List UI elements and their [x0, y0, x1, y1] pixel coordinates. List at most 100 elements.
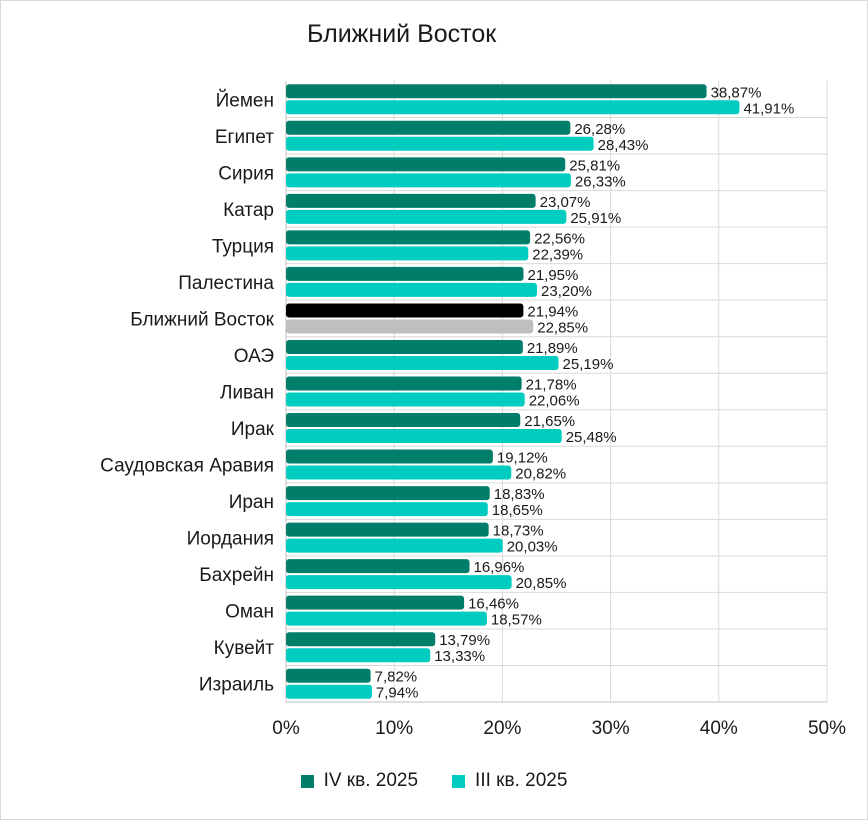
bar-s2-12 — [286, 538, 503, 553]
data-label-s1-7: 21,89% — [527, 340, 578, 357]
category-label-3: Катар — [223, 200, 274, 221]
x-tick-label-0: 0% — [272, 718, 300, 739]
category-label-7: ОАЭ — [234, 346, 274, 367]
category-label-1: Египет — [215, 127, 274, 148]
chart-title: Ближний Восток — [307, 20, 497, 48]
data-label-s1-13: 16,96% — [474, 559, 525, 576]
data-label-s2-10: 20,82% — [515, 466, 566, 483]
x-tick-label-4: 40% — [700, 718, 738, 739]
bar-s1-15 — [286, 632, 436, 647]
data-label-s2-7: 25,19% — [563, 356, 614, 373]
data-label-s2-15: 13,33% — [434, 648, 485, 665]
category-label-11: Иран — [229, 492, 274, 513]
bar-s2-5 — [286, 282, 538, 297]
data-label-s2-9: 25,48% — [566, 429, 617, 446]
data-label-s2-4: 22,39% — [532, 246, 583, 263]
legend-item-series-1[interactable]: IV кв. 2025 — [300, 770, 419, 792]
data-label-s1-0: 38,87% — [711, 84, 762, 101]
category-label-10: Саудовская Аравия — [100, 456, 274, 477]
legend-swatch-series-1 — [300, 774, 314, 788]
bar-s1-7 — [286, 339, 523, 354]
data-label-s1-11: 18,83% — [494, 486, 545, 503]
category-label-4: Турция — [212, 236, 274, 257]
bar-s1-14 — [286, 595, 465, 610]
data-label-s1-1: 26,28% — [574, 121, 625, 138]
data-label-s2-12: 20,03% — [507, 539, 558, 556]
bar-s1-2 — [286, 157, 566, 172]
bar-s2-16 — [286, 684, 372, 699]
bar-s2-10 — [286, 465, 512, 480]
category-label-6: Ближний Восток — [130, 309, 274, 330]
x-tick-label-2: 20% — [483, 718, 521, 739]
bar-s2-9 — [286, 429, 562, 444]
bar-s1-3 — [286, 193, 536, 208]
data-label-s1-4: 22,56% — [534, 230, 585, 247]
bar-s2-15 — [286, 648, 431, 663]
data-label-s1-10: 19,12% — [497, 450, 548, 467]
legend-label-series-1: IV кв. 2025 — [323, 770, 419, 791]
data-label-s2-0: 41,91% — [743, 100, 794, 117]
data-label-s1-5: 21,95% — [527, 267, 578, 284]
bar-s2-8 — [286, 392, 525, 407]
bar-s1-5 — [286, 266, 524, 281]
legend-item-series-2[interactable]: III кв. 2025 — [452, 770, 567, 792]
x-tick-label-1: 10% — [375, 718, 413, 739]
category-label-2: Сирия — [218, 163, 274, 184]
bar-s2-3 — [286, 209, 567, 224]
category-label-12: Иордания — [187, 529, 274, 550]
data-label-s2-11: 18,65% — [492, 502, 543, 519]
bar-s2-13 — [286, 575, 512, 590]
bar-s2-2 — [286, 173, 571, 188]
bar-s1-10 — [286, 449, 493, 464]
bar-s2-4 — [286, 246, 529, 261]
bar-s2-11 — [286, 502, 488, 517]
data-label-s2-14: 18,57% — [491, 612, 542, 629]
bar-s1-6 — [286, 303, 524, 318]
data-label-s2-8: 22,06% — [529, 393, 580, 410]
category-label-15: Кувейт — [214, 638, 275, 659]
data-label-s2-3: 25,91% — [570, 210, 621, 227]
data-label-s1-2: 25,81% — [569, 157, 620, 174]
category-label-13: Бахрейн — [199, 565, 274, 586]
data-label-s2-6: 22,85% — [537, 319, 588, 336]
bar-s2-0 — [286, 100, 740, 115]
bar-s2-1 — [286, 136, 594, 151]
data-label-s2-13: 20,85% — [516, 575, 567, 592]
legend: IV кв. 2025 III кв. 2025 — [0, 770, 868, 792]
bar-s1-11 — [286, 486, 490, 501]
bar-s1-9 — [286, 413, 521, 428]
data-label-s1-14: 16,46% — [468, 596, 519, 613]
data-label-s1-3: 23,07% — [540, 194, 591, 211]
category-label-0: Йемен — [216, 89, 274, 111]
data-label-s1-6: 21,94% — [527, 303, 578, 320]
bar-s1-0 — [286, 84, 707, 99]
data-label-s2-2: 26,33% — [575, 173, 626, 190]
data-label-s1-15: 13,79% — [439, 632, 490, 649]
bar-s1-16 — [286, 668, 371, 683]
bar-s1-1 — [286, 120, 571, 135]
x-tick-label-3: 30% — [592, 718, 630, 739]
data-label-s2-5: 23,20% — [541, 283, 592, 300]
category-label-5: Палестина — [178, 273, 274, 294]
data-label-s1-16: 7,82% — [375, 669, 418, 686]
bar-s1-8 — [286, 376, 522, 391]
data-label-s1-9: 21,65% — [524, 413, 575, 430]
data-label-s2-1: 28,43% — [598, 137, 649, 154]
category-label-9: Ирак — [231, 419, 275, 440]
bar-s2-14 — [286, 611, 487, 626]
data-label-s1-12: 18,73% — [493, 523, 544, 540]
legend-swatch-series-2 — [452, 774, 466, 788]
bar-s1-4 — [286, 230, 531, 245]
bar-s2-6 — [286, 319, 534, 334]
data-label-s2-16: 7,94% — [376, 685, 419, 702]
category-label-16: Израиль — [199, 675, 274, 696]
bar-s2-7 — [286, 355, 559, 370]
bar-s1-12 — [286, 522, 489, 537]
x-tick-label-5: 50% — [808, 718, 846, 739]
bar-s1-13 — [286, 559, 470, 574]
category-label-14: Оман — [225, 602, 274, 623]
data-label-s1-8: 21,78% — [526, 377, 577, 394]
legend-label-series-2: III кв. 2025 — [475, 770, 568, 791]
category-label-8: Ливан — [220, 383, 274, 404]
